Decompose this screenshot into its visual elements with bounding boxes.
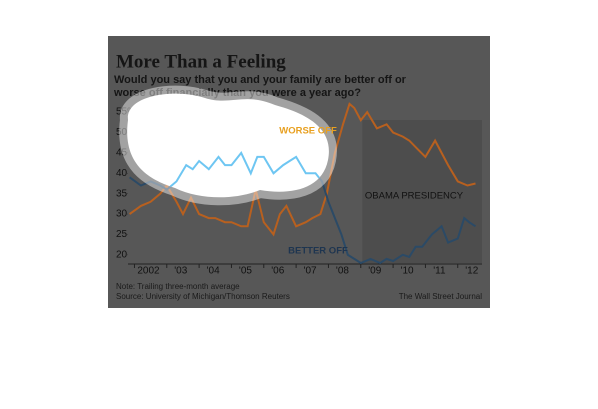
y-tick-label: 30 [116, 209, 128, 220]
highlight-blob [119, 85, 337, 206]
x-tick-label: '03 [174, 266, 187, 277]
y-tick-label: 25 [116, 229, 128, 240]
x-tick-label: '08 [336, 266, 349, 277]
x-tick-label: '12 [465, 266, 478, 277]
shaded-region [362, 120, 482, 263]
x-tick-label: '04 [207, 266, 220, 277]
x-tick-label: '09 [368, 266, 381, 277]
x-tick-label: '11 [433, 266, 446, 277]
legend-label: BETTER OFF [288, 246, 348, 257]
legend-label: WORSE OFF [279, 126, 337, 137]
x-tick-label: '07 [304, 266, 317, 277]
x-tick-label: '06 [271, 266, 284, 277]
chart-title: More Than a Feeling [116, 51, 286, 72]
highlighted-line [129, 151, 329, 198]
x-tick-label: 2002 [137, 266, 160, 277]
y-tick-label: 50 [116, 127, 128, 138]
source: Source: University of Michigan/Thomson R… [116, 292, 290, 301]
series-line [129, 102, 476, 237]
credit: The Wall Street Journal [399, 292, 483, 301]
y-tick-label: 40 [116, 168, 128, 179]
shaded-label: OBAMA PRESIDENCY [365, 191, 464, 202]
x-tick-label: '05 [239, 266, 252, 277]
y-tick-label: 35 [116, 188, 128, 199]
y-tick-label: 20 [116, 249, 128, 260]
y-tick-label: 45 [116, 148, 128, 159]
note: Note: Trailing three-month average [116, 282, 240, 291]
x-tick-label: '10 [401, 266, 414, 277]
